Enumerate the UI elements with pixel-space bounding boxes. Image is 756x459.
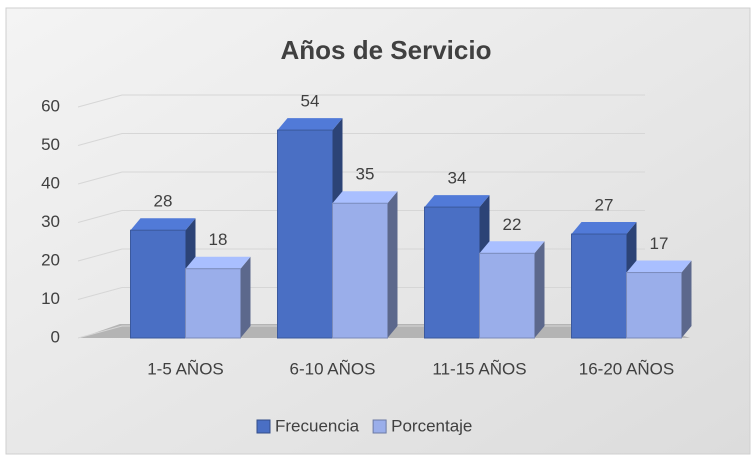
value-label: 27 (595, 196, 614, 215)
legend-label: Porcentaje (391, 416, 472, 435)
bar-side (534, 241, 545, 338)
value-label: 17 (650, 234, 669, 253)
chart-title: Años de Servicio (281, 35, 492, 65)
bar-side (387, 191, 398, 338)
value-label: 54 (301, 92, 320, 111)
bar-side (240, 256, 251, 338)
y-tick-label: 0 (51, 327, 60, 346)
value-label: 22 (503, 215, 522, 234)
bar-top (332, 191, 398, 204)
y-tick-label: 30 (41, 212, 60, 231)
bar-top (185, 256, 251, 269)
y-tick-label: 20 (41, 250, 60, 269)
bar-top (479, 241, 545, 254)
legend-label: Frecuencia (275, 416, 360, 435)
grid-line (77, 133, 645, 146)
bar-side (681, 260, 692, 338)
x-tick-label: 11-15 AÑOS (432, 359, 526, 378)
y-tick-label: 60 (41, 96, 60, 115)
bar-top (130, 218, 196, 231)
value-label: 28 (154, 192, 173, 211)
legend-swatch (256, 419, 271, 434)
x-tick-label: 6-10 AÑOS (290, 359, 376, 378)
y-tick-label: 50 (41, 135, 60, 154)
bar (424, 206, 480, 339)
value-label: 35 (356, 165, 375, 184)
grid-line (77, 94, 645, 108)
bar (130, 229, 186, 339)
legend-swatch (372, 419, 387, 434)
bar (479, 252, 535, 339)
grid-line (77, 171, 645, 185)
x-tick-label: 16-20 AÑOS (579, 359, 674, 378)
bar-top (424, 195, 490, 208)
y-tick-label: 40 (41, 173, 60, 192)
bar (571, 233, 627, 339)
bar-top (277, 118, 343, 131)
bar (277, 129, 333, 339)
value-label: 34 (448, 169, 467, 188)
bar (332, 202, 388, 339)
bar-top (626, 260, 692, 273)
bar (626, 272, 682, 339)
bar-top (571, 222, 637, 235)
bar (185, 268, 241, 339)
value-label: 18 (209, 230, 228, 249)
x-tick-label: 1-5 AÑOS (147, 359, 224, 378)
y-tick-label: 10 (41, 289, 60, 308)
